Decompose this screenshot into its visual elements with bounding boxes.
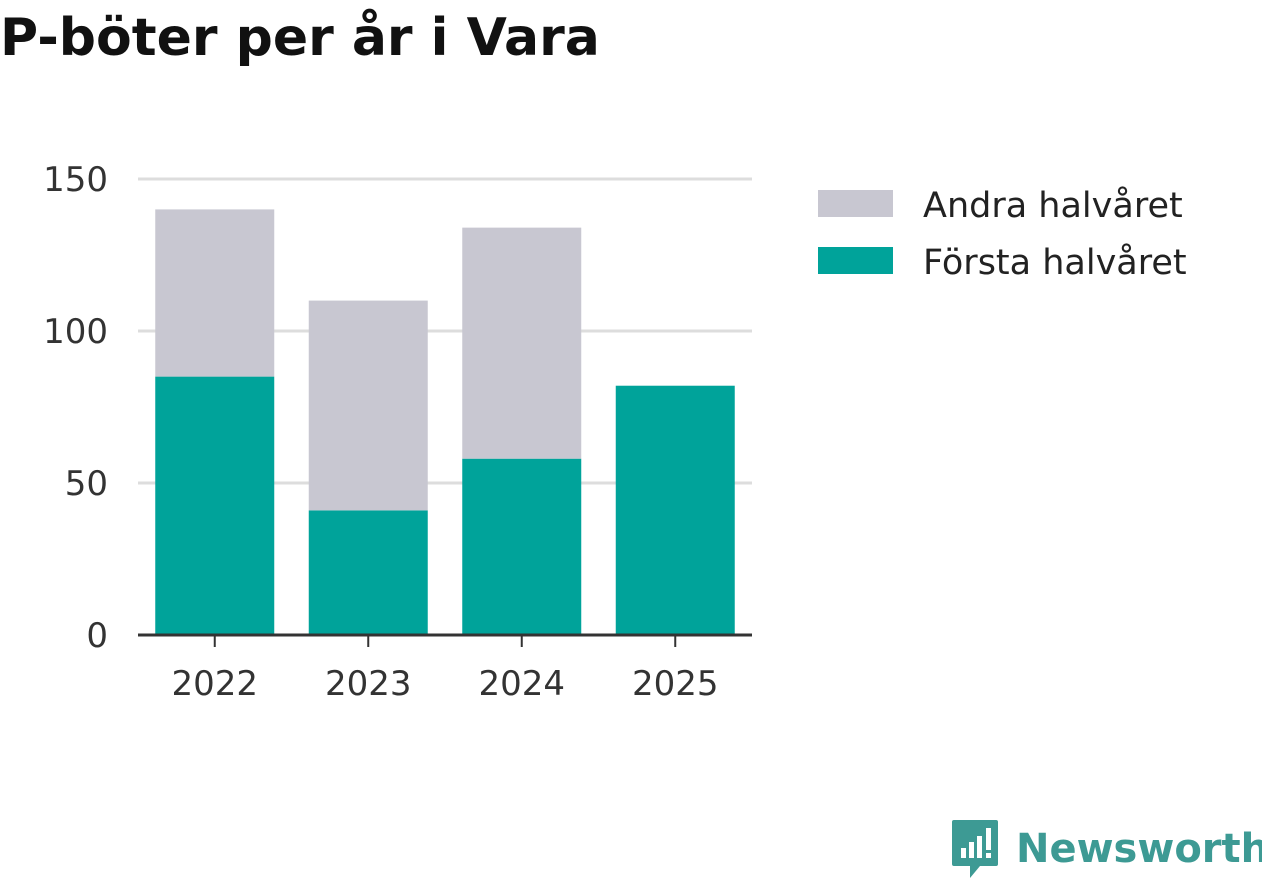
bar-2024-series-1	[462, 227, 582, 459]
x-axis: 2022 2023 2024 2025	[138, 633, 752, 704]
bar-2024-series-0	[462, 458, 582, 635]
bar-2022-series-0	[155, 376, 275, 635]
y-axis: 0 50 100 150	[43, 160, 108, 656]
x-tick-label-2022: 2022	[171, 664, 258, 704]
chart-title: P-böter per år i Vara	[0, 8, 600, 68]
bars	[155, 209, 735, 635]
legend-swatch-0	[818, 190, 893, 217]
x-tick-label-2024: 2024	[478, 664, 565, 704]
x-tick-label-2023: 2023	[325, 664, 412, 704]
brand-name: Newsworthy	[1016, 826, 1262, 872]
bar-2023-series-1	[308, 300, 428, 511]
y-tick-label-0: 0	[86, 616, 108, 656]
y-tick-label-150: 150	[43, 160, 108, 200]
bar-2022-series-1	[155, 209, 275, 377]
bar-2025-series-0	[615, 385, 735, 635]
y-tick-label-50: 50	[65, 464, 108, 504]
legend-swatch-1	[818, 247, 893, 274]
y-tick-label-100: 100	[43, 312, 108, 352]
newsworthy-logo-icon	[952, 820, 998, 878]
legend-label-1: Första halvåret	[923, 242, 1187, 283]
legend-label-0: Andra halvåret	[923, 185, 1183, 226]
legend: Andra halvåret Första halvåret	[818, 185, 1187, 283]
brand: Newsworthy	[950, 818, 1262, 880]
bar-2023-series-0	[308, 510, 428, 635]
x-tick-label-2025: 2025	[632, 664, 719, 704]
